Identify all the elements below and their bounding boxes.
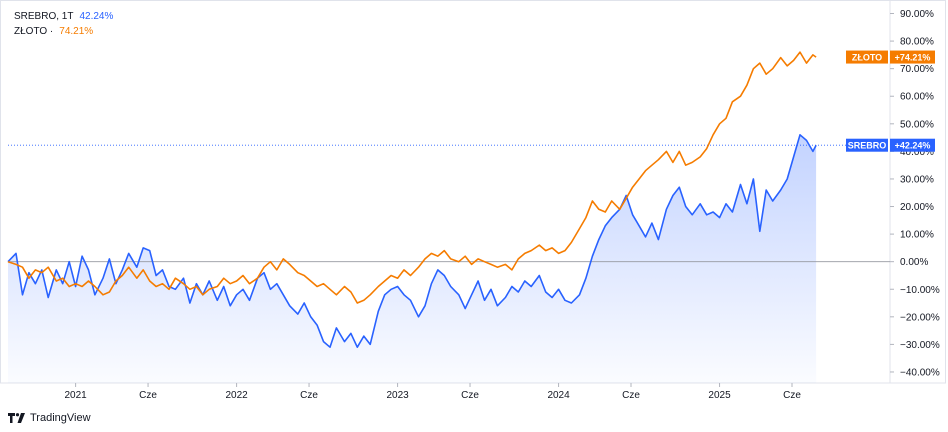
silver-area bbox=[8, 134, 817, 383]
gold-value-tag-text: +74.21% bbox=[895, 53, 931, 63]
x-tick-label: 2021 bbox=[64, 390, 87, 401]
y-tick-label: 90.00% bbox=[900, 9, 934, 20]
silver-line bbox=[7, 134, 817, 348]
series-lines bbox=[7, 51, 817, 348]
silver-value-tag bbox=[890, 138, 935, 152]
legend-gold-value: 74.21% bbox=[59, 26, 94, 37]
legend-silver: SREBRO, 1T 42.24% bbox=[14, 10, 113, 24]
x-tick-label: 2024 bbox=[547, 390, 570, 401]
x-tick-label: Cze bbox=[139, 390, 157, 401]
y-tick-label: 80.00% bbox=[900, 37, 934, 48]
tradingview-brand[interactable]: TradingView bbox=[8, 412, 91, 424]
x-tick-label: 2023 bbox=[386, 390, 409, 401]
silver-value-tag-text: +42.24% bbox=[895, 141, 931, 151]
gold-name-tag bbox=[846, 50, 888, 64]
gold-end-label: ZŁOTO +74.21% bbox=[846, 50, 935, 64]
silver-area-fill bbox=[8, 134, 817, 383]
y-axis: −40.00% −30.00% −20.00% −10.00% 0.00% 10.00% 2… bbox=[890, 9, 940, 378]
gold-line bbox=[7, 51, 817, 304]
y-tick-label: 40.00% bbox=[900, 147, 934, 158]
silver-name-tag bbox=[846, 138, 888, 152]
y-tick-label: −30.00% bbox=[900, 340, 940, 351]
legend-gold: ZŁOTO · 74.21% bbox=[14, 25, 93, 39]
series-end-labels: SREBRO +42.24% ZŁOTO +74.21% bbox=[846, 50, 935, 152]
y-tick-label: 0.00% bbox=[900, 257, 928, 268]
silver-end-label: SREBRO +42.24% bbox=[846, 138, 935, 152]
legend-silver-value: 42.24% bbox=[79, 11, 114, 22]
x-tick-label: Cze bbox=[461, 390, 479, 401]
x-tick-label: 2022 bbox=[225, 390, 248, 401]
y-tick-label: 20.00% bbox=[900, 202, 934, 213]
x-axis: 2021 Cze 2022 Cze 2023 Cze 2024 Cze 2025 Cze bbox=[64, 383, 801, 401]
legend-gold-label: ZŁOTO · bbox=[14, 26, 54, 37]
x-tick-label: 2025 bbox=[708, 390, 731, 401]
x-tick-label: Cze bbox=[300, 390, 318, 401]
y-tick-label: −40.00% bbox=[900, 367, 940, 378]
y-tick-label: 50.00% bbox=[900, 119, 934, 130]
x-tick-label: Cze bbox=[622, 390, 640, 401]
legend-silver-label: SREBRO, 1T bbox=[14, 11, 74, 22]
gold-value-tag bbox=[890, 50, 935, 64]
y-tick-label: 10.00% bbox=[900, 230, 934, 241]
y-tick-label: 60.00% bbox=[900, 92, 934, 103]
y-tick-label: 30.00% bbox=[900, 174, 934, 185]
gold-name-tag-text: ZŁOTO bbox=[852, 53, 882, 63]
tradingview-name: TradingView bbox=[30, 412, 91, 424]
x-tick-label: Cze bbox=[783, 390, 801, 401]
silver-name-tag-text: SREBRO bbox=[848, 141, 887, 151]
y-tick-label: −10.00% bbox=[900, 285, 940, 296]
y-tick-label: 70.00% bbox=[900, 64, 934, 75]
tradingview-logo-icon bbox=[8, 413, 25, 423]
y-tick-label: −20.00% bbox=[900, 312, 940, 323]
